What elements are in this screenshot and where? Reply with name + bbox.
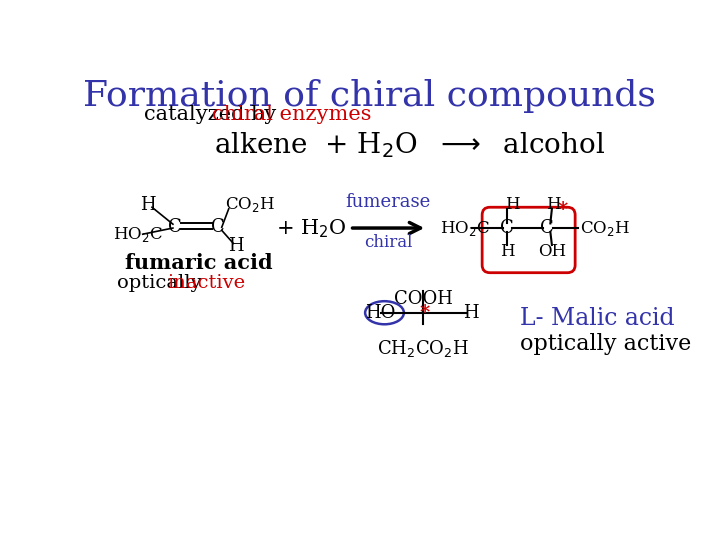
Text: H: H [546,197,561,213]
Text: COOH: COOH [394,289,453,308]
Text: H: H [505,197,520,213]
Text: H: H [464,303,479,322]
Text: + H$_2$O: + H$_2$O [276,218,346,240]
Text: OH: OH [538,242,566,260]
Text: optically: optically [117,274,208,292]
Text: L- Malic acid: L- Malic acid [520,307,675,330]
Text: *: * [420,303,430,322]
Text: fumaric acid: fumaric acid [125,253,272,273]
Text: H: H [500,242,514,260]
Text: inactive: inactive [168,274,246,292]
Text: C: C [541,219,554,237]
Text: HO$_2$C: HO$_2$C [113,225,163,244]
Text: HO: HO [366,303,396,322]
Text: HO$_2$C: HO$_2$C [441,219,490,238]
Text: CO$_2$H: CO$_2$H [225,195,275,214]
Text: C: C [168,218,182,235]
Text: CO$_2$H: CO$_2$H [580,219,630,238]
Text: C: C [500,219,514,237]
Text: C: C [211,218,225,235]
Text: fumerase: fumerase [346,193,431,211]
Text: chiral enzymes: chiral enzymes [212,105,372,124]
Text: *: * [557,200,568,219]
Text: H: H [140,196,156,214]
Text: H: H [228,237,243,255]
Text: CH$_2$CO$_2$H: CH$_2$CO$_2$H [377,338,469,359]
Text: catalyzed by: catalyzed by [144,105,283,124]
Text: Formation of chiral compounds: Formation of chiral compounds [83,79,655,113]
Text: chiral: chiral [364,234,413,251]
Text: alkene  + H$_2$O  $\longrightarrow$  alcohol: alkene + H$_2$O $\longrightarrow$ alcoho… [214,130,606,160]
Text: optically active: optically active [520,333,691,355]
